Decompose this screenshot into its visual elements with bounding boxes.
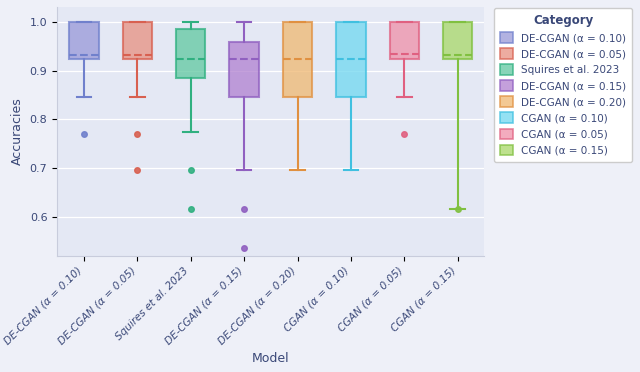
PathPatch shape [229,42,259,97]
PathPatch shape [336,22,365,97]
Legend: DE-CGAN (α = 0.10), DE-CGAN (α = 0.05), Squires et al. 2023, DE-CGAN (α = 0.15),: DE-CGAN (α = 0.10), DE-CGAN (α = 0.05), … [494,8,632,162]
PathPatch shape [176,29,205,78]
PathPatch shape [283,22,312,97]
PathPatch shape [123,22,152,58]
Y-axis label: Accuracies: Accuracies [11,97,24,166]
PathPatch shape [390,22,419,58]
PathPatch shape [443,22,472,58]
PathPatch shape [69,22,99,58]
X-axis label: Model: Model [252,352,290,365]
